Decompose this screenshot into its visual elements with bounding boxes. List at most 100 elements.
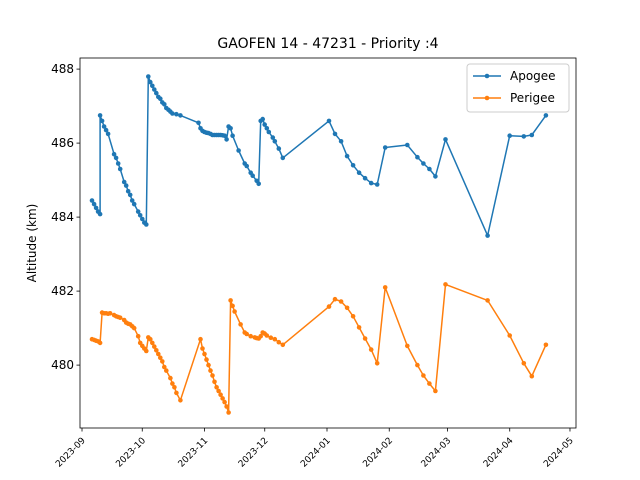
data-point-perigee [210, 373, 215, 378]
data-point-apogee [121, 179, 127, 185]
data-point-perigee [218, 392, 223, 398]
data-point-perigee [208, 368, 213, 373]
data-point-apogee [262, 122, 268, 127]
data-point-perigee [174, 390, 179, 396]
data-point-perigee [158, 355, 163, 361]
data-point-perigee [232, 309, 237, 314]
data-point-perigee [350, 314, 356, 319]
data-point-apogee [170, 111, 175, 116]
data-point-apogee [152, 87, 157, 92]
data-point-perigee [220, 396, 225, 401]
data-point-perigee [152, 344, 157, 349]
data-point-apogee [256, 181, 262, 187]
data-point-perigee [238, 322, 243, 327]
y-axis-label: Altitude (km) [25, 204, 39, 283]
data-point-apogee [230, 133, 235, 138]
data-point-perigee [433, 388, 438, 394]
data-point-perigee [150, 340, 155, 346]
data-point-apogee [222, 133, 227, 138]
data-point-perigee [212, 379, 217, 385]
data-point-perigee [362, 336, 368, 341]
data-point-perigee [222, 399, 227, 405]
data-point-perigee [164, 368, 169, 373]
data-point-apogee [250, 173, 255, 178]
legend: Apogee Perigee [466, 63, 570, 113]
data-point-apogee [224, 137, 229, 142]
data-point-perigee [248, 333, 253, 339]
data-point-apogee [521, 134, 527, 139]
y-tick-label: 486 [51, 136, 74, 150]
data-point-perigee [97, 340, 103, 346]
data-point-perigee [415, 362, 420, 368]
data-point-apogee [350, 163, 356, 168]
data-point-apogee [356, 170, 362, 175]
data-point-apogee [368, 180, 374, 186]
data-point-perigee [368, 347, 374, 352]
data-point-apogee [131, 201, 137, 207]
data-point-perigee [172, 385, 177, 390]
data-point-apogee [433, 174, 438, 179]
y-tick-label: 484 [51, 210, 74, 224]
data-point-apogee [236, 148, 241, 153]
data-point-apogee [276, 146, 282, 151]
series-layer [89, 74, 549, 415]
data-point-perigee [382, 285, 388, 290]
data-point-apogee [111, 151, 117, 157]
data-point-apogee [485, 233, 490, 238]
legend-marker-perigee [484, 95, 490, 101]
data-point-perigee [338, 299, 344, 304]
data-point-apogee [158, 96, 163, 101]
data-point-perigee [206, 362, 211, 368]
data-point-apogee [91, 201, 97, 207]
data-point-apogee [280, 155, 286, 161]
legend-label-perigee: Perigee [510, 91, 555, 105]
data-point-apogee [543, 113, 549, 118]
data-point-apogee [332, 131, 338, 137]
data-point-perigee [156, 351, 161, 357]
data-point-perigee [202, 351, 207, 357]
data-point-perigee [200, 346, 205, 351]
data-point-apogee [415, 154, 420, 160]
data-point-apogee [144, 222, 149, 227]
data-point-perigee [485, 298, 490, 303]
data-point-apogee [101, 124, 107, 129]
data-point-apogee [405, 142, 410, 148]
data-point-apogee [270, 135, 276, 140]
data-point-perigee [268, 335, 274, 341]
data-point-apogee [113, 155, 119, 161]
data-point-perigee [543, 342, 549, 348]
data-point-perigee [276, 339, 282, 345]
data-point-apogee [129, 198, 135, 203]
data-point-apogee [135, 209, 141, 214]
data-point-perigee [272, 336, 278, 342]
data-point-perigee [258, 333, 264, 339]
data-point-perigee [421, 373, 426, 378]
data-point-apogee [362, 175, 368, 181]
data-point-apogee [443, 137, 448, 142]
data-point-apogee [115, 161, 121, 166]
data-point-apogee [97, 113, 103, 118]
data-point-apogee [338, 139, 344, 144]
data-point-apogee [264, 126, 270, 131]
y-tick-label: 480 [51, 358, 74, 372]
data-point-apogee [382, 145, 388, 150]
chart-title: GAOFEN 14 - 47231 - Priority :4 [217, 36, 438, 52]
data-point-perigee [405, 343, 410, 349]
data-point-perigee [170, 381, 175, 386]
data-point-perigee [529, 373, 535, 379]
data-point-perigee [144, 348, 149, 354]
data-point-apogee [374, 182, 380, 187]
data-point-apogee [117, 166, 123, 172]
data-point-perigee [154, 348, 159, 353]
data-point-perigee [332, 296, 338, 302]
data-point-apogee [97, 211, 103, 217]
data-point-apogee [178, 113, 183, 118]
data-point-perigee [148, 336, 153, 342]
data-point-perigee [168, 375, 173, 381]
data-point-apogee [89, 198, 95, 203]
data-point-apogee [344, 153, 350, 159]
data-point-perigee [216, 388, 221, 394]
data-point-apogee [150, 83, 155, 89]
data-point-perigee [214, 385, 219, 390]
